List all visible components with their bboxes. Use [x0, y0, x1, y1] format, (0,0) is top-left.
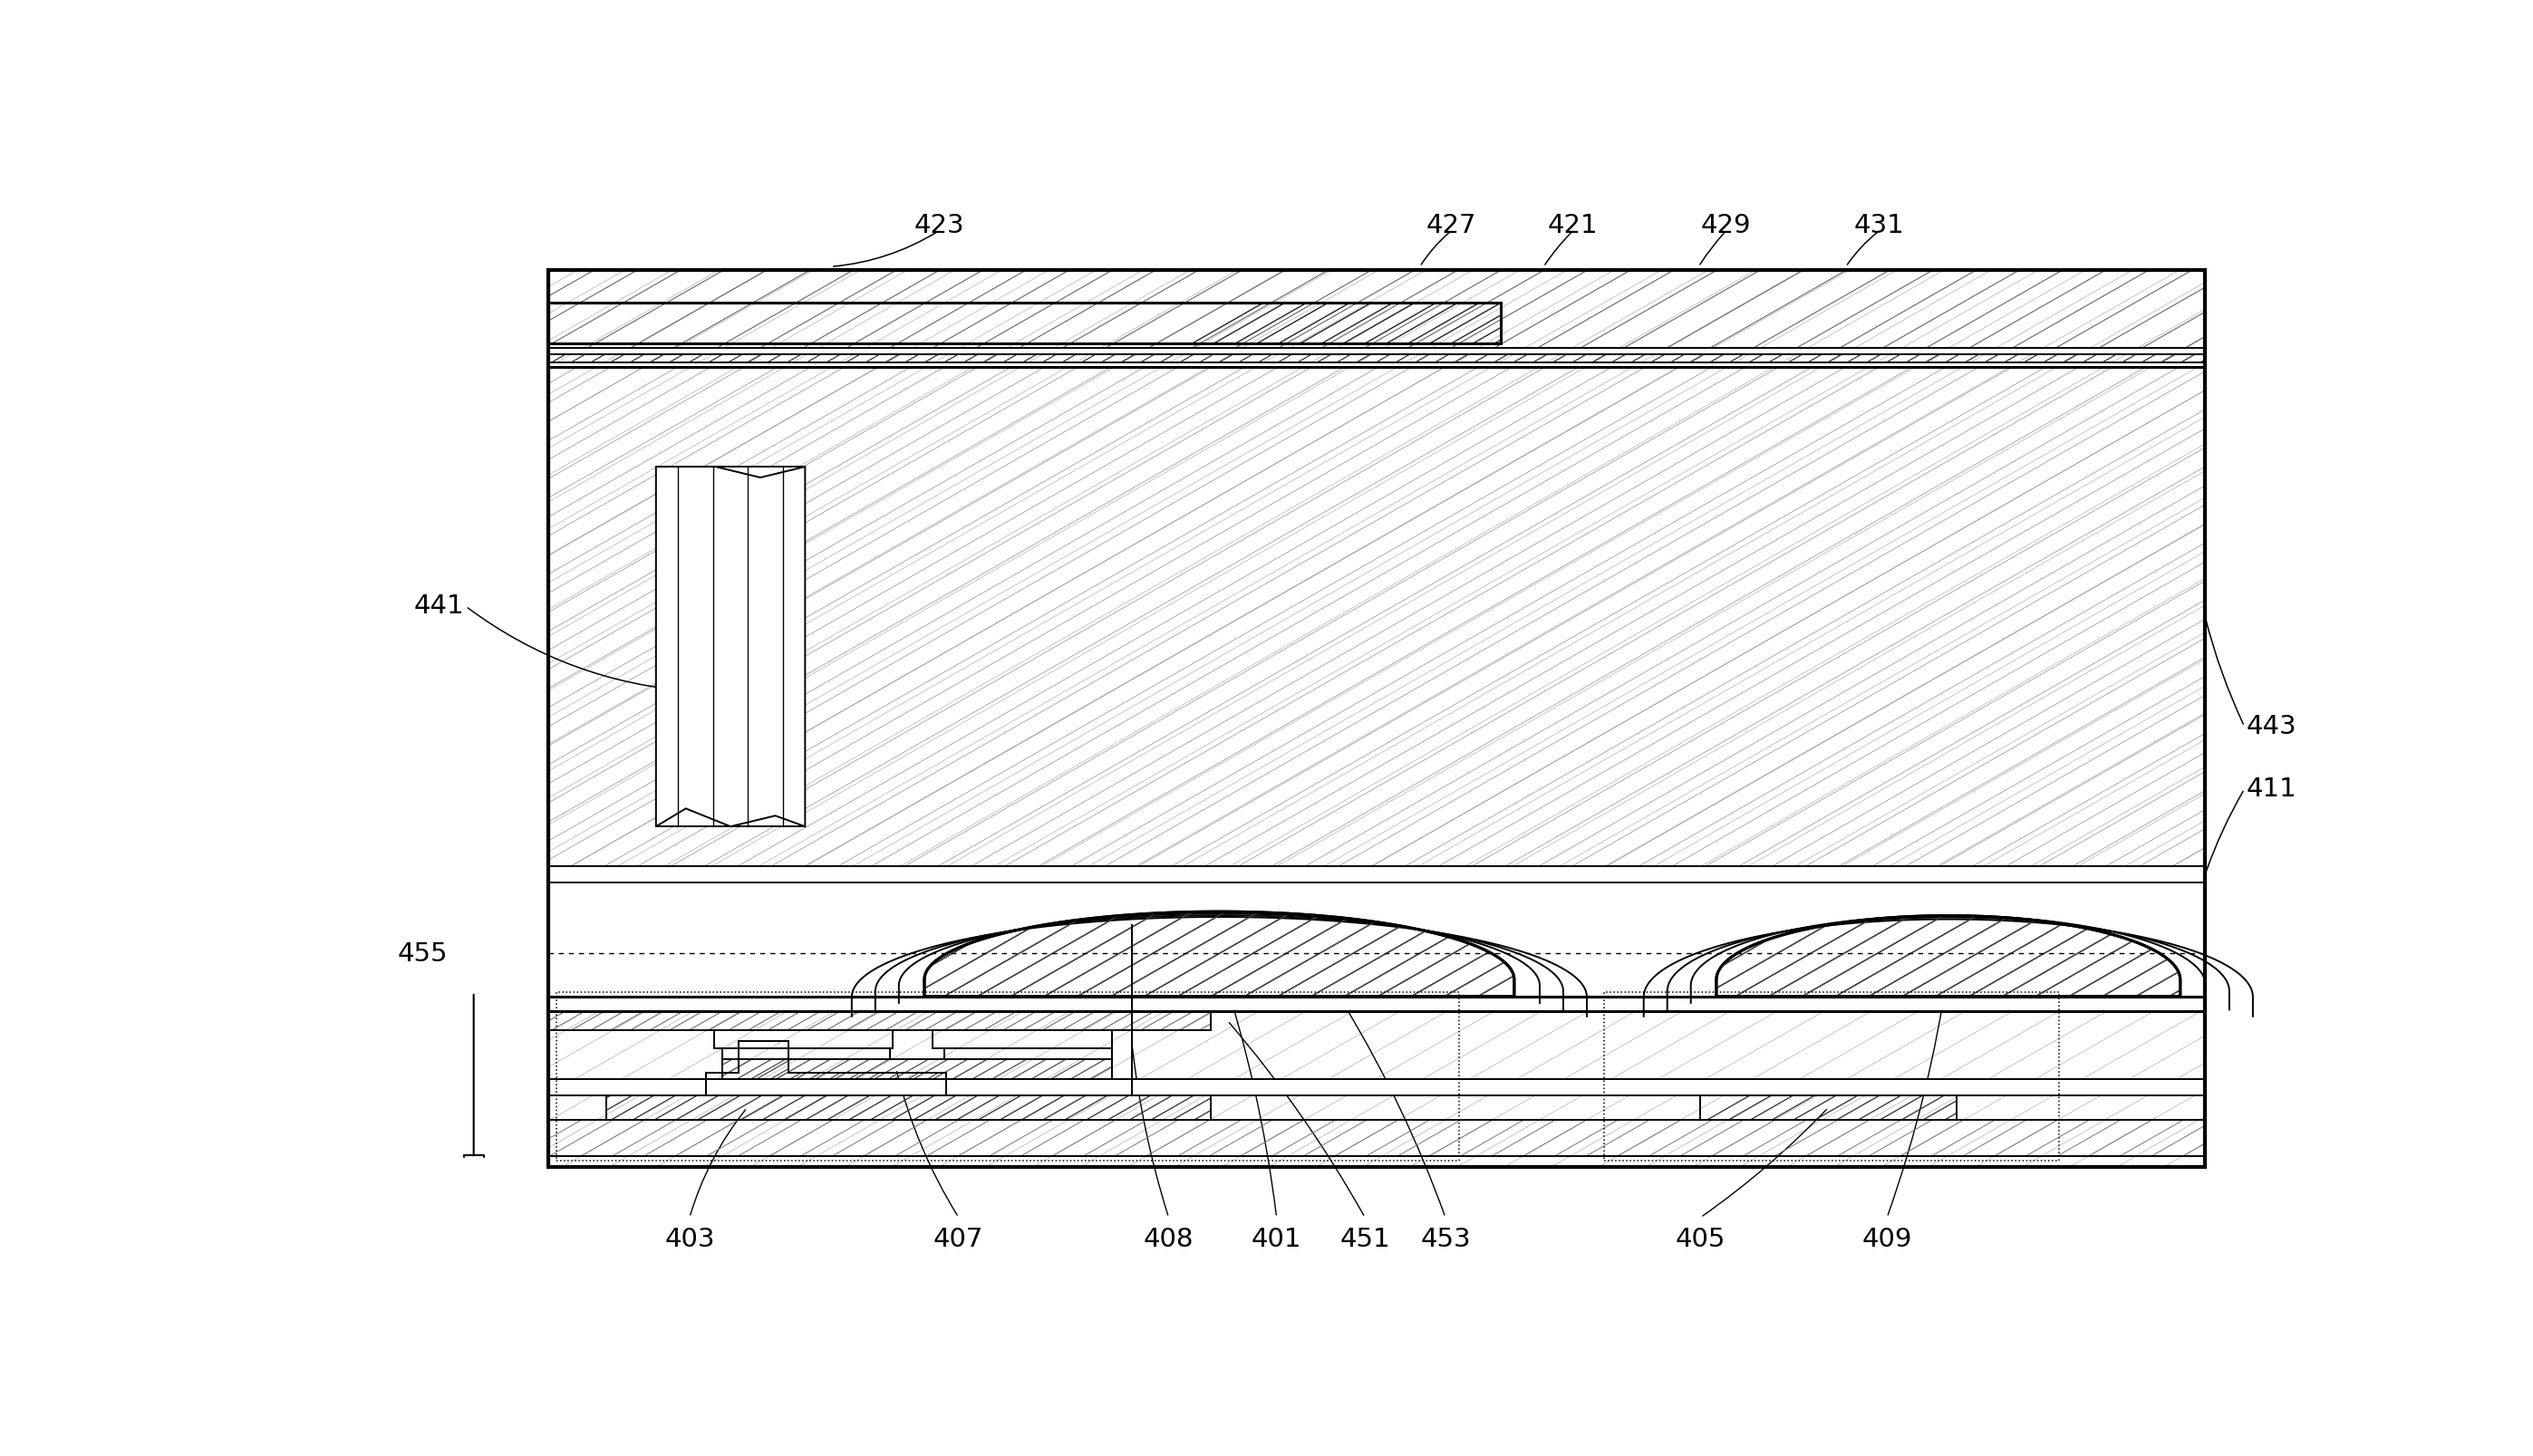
Text: 407: 407 — [935, 1227, 983, 1252]
Bar — [722, 1048, 889, 1060]
Bar — [547, 1120, 2206, 1156]
Bar — [945, 1048, 1112, 1060]
Bar — [932, 1031, 1112, 1048]
Text: 441: 441 — [413, 594, 464, 619]
Text: 421: 421 — [1548, 213, 1598, 237]
Text: 409: 409 — [1862, 1227, 1912, 1252]
Bar — [605, 1095, 1211, 1120]
Bar — [547, 1079, 2206, 1095]
Text: 423: 423 — [914, 213, 965, 237]
Bar — [1603, 992, 2059, 1160]
Bar — [1700, 1095, 1955, 1120]
Text: 429: 429 — [1702, 213, 1750, 237]
Bar — [547, 367, 2206, 866]
Bar — [722, 1060, 1112, 1079]
Text: 427: 427 — [1426, 213, 1477, 237]
Text: 408: 408 — [1142, 1227, 1193, 1252]
Text: 431: 431 — [1854, 213, 1905, 237]
Polygon shape — [656, 467, 805, 827]
Bar — [547, 354, 2206, 363]
Text: 411: 411 — [2247, 776, 2297, 802]
Text: 451: 451 — [1340, 1227, 1391, 1252]
Bar — [547, 363, 2206, 367]
Text: 403: 403 — [664, 1227, 714, 1252]
Text: 455: 455 — [398, 941, 448, 967]
Text: 453: 453 — [1421, 1227, 1472, 1252]
Bar — [547, 866, 2206, 882]
Bar — [656, 467, 805, 827]
Bar — [547, 996, 2206, 1010]
Bar — [547, 269, 2206, 348]
Bar — [547, 303, 1502, 344]
Bar — [547, 882, 2206, 996]
Bar — [714, 1031, 894, 1048]
Bar — [547, 348, 2206, 354]
Bar — [547, 269, 2206, 1166]
Text: 443: 443 — [2247, 713, 2297, 740]
Bar — [547, 1010, 1211, 1031]
Bar — [557, 992, 1459, 1160]
Text: 405: 405 — [1674, 1227, 1725, 1252]
Text: 401: 401 — [1251, 1227, 1302, 1252]
